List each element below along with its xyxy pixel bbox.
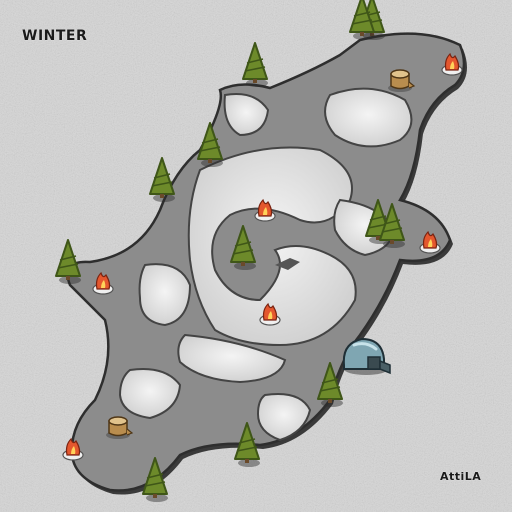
campfire-icon [259,302,281,326]
campfire-icon [62,437,84,461]
pine-tree-icon [142,457,168,502]
pine-tree-icon [317,362,343,407]
pine-tree-icon [230,225,256,270]
stumps [106,69,416,439]
snow-pockets [118,87,413,442]
tree-stump-icon [388,69,416,92]
campfire-icon [419,230,441,254]
map-title: WINTER [22,28,88,44]
pine-tree-icon [197,122,223,167]
trees [55,0,405,502]
shelter-icon[interactable] [342,337,391,375]
pine-tree-icon [242,42,268,87]
campfire-icon [441,52,463,76]
rock-crack [275,258,300,270]
campfire-icon [92,271,114,295]
pine-tree-icon [234,422,260,467]
map-author: AttiLA [440,470,482,483]
pine-tree-icon [379,203,405,248]
pine-tree-icon [349,0,375,40]
pine-tree-icon [55,239,81,284]
campfire-icon [254,198,276,222]
campfires [62,52,463,461]
tree-stump-icon [106,416,134,439]
pine-tree-icon [149,157,175,202]
